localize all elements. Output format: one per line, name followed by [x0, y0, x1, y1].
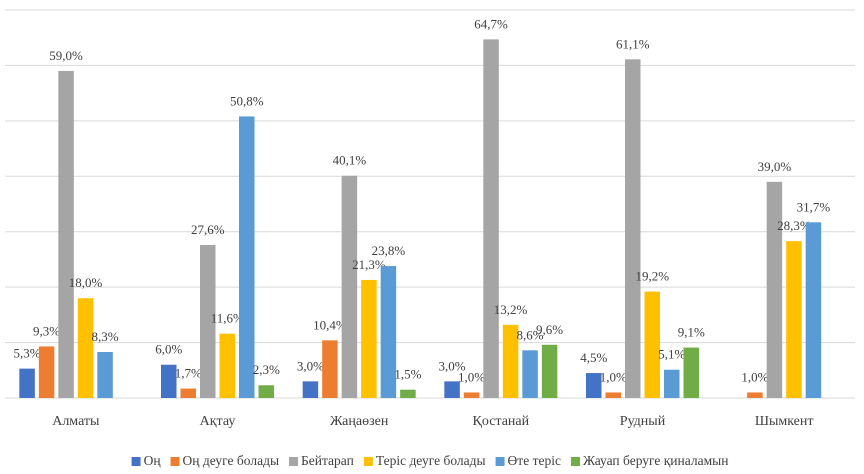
x-tick-label: Шымкент [755, 414, 814, 429]
bar [805, 222, 822, 398]
value-label: 40,1% [333, 153, 367, 168]
legend: Оң Оң деуге болады Бейтарап Теріс деуге бол… [131, 453, 728, 468]
value-label: 31,7% [797, 199, 831, 214]
bar [200, 245, 216, 398]
bar [625, 59, 641, 399]
x-tick-label: Алматы [52, 414, 100, 429]
value-label: 9,3% [33, 323, 60, 338]
bar [683, 347, 699, 398]
value-label: 4,5% [580, 350, 607, 365]
value-label: 10,4% [313, 317, 347, 332]
value-label: 39,0% [758, 159, 792, 174]
x-tick-label: Жаңаөзен [330, 414, 389, 429]
legend-swatch [363, 457, 373, 466]
value-label: 13,2% [494, 302, 528, 317]
bar [341, 175, 358, 398]
value-label: 8,3% [92, 329, 119, 344]
value-label: 5,1% [658, 347, 685, 362]
bar [38, 346, 55, 398]
value-label: 8,6% [517, 327, 544, 342]
legend-swatch [289, 457, 299, 466]
bar [541, 344, 558, 398]
value-label: 9,1% [678, 325, 705, 340]
bar [483, 39, 499, 399]
legend-swatch [131, 457, 141, 466]
bar [522, 350, 538, 398]
bar [258, 385, 274, 398]
bar [747, 392, 763, 398]
bar [361, 279, 377, 398]
value-label: 28,3% [777, 218, 811, 233]
value-label: 1,7% [175, 366, 202, 381]
value-label: 59,0% [49, 48, 83, 63]
value-label: 9,6% [536, 322, 563, 337]
legend-label: Оң деуге болады [183, 453, 279, 468]
bar [161, 364, 177, 398]
value-label: 50,8% [230, 93, 264, 108]
bar [664, 369, 680, 398]
value-label: 3,0% [439, 358, 466, 373]
bar [380, 266, 397, 398]
value-label: 1,0% [600, 369, 627, 384]
legend-label: Өте теріс [508, 453, 561, 468]
value-label: 27,6% [191, 222, 225, 237]
value-label: 3,0% [297, 358, 324, 373]
value-label: 19,2% [635, 269, 669, 284]
bar [502, 324, 519, 398]
value-label: 2,3% [253, 362, 280, 377]
value-label: 6,0% [155, 342, 182, 357]
legend-label: Теріс деуге болады [376, 453, 486, 468]
value-label: 18,0% [69, 275, 103, 290]
value-label: 64,7% [474, 16, 508, 31]
x-tick-label: Ақтау [200, 414, 236, 429]
bar [766, 181, 783, 398]
value-label: 1,5% [394, 367, 421, 382]
bar [219, 333, 235, 398]
bar [302, 381, 319, 398]
bar [463, 392, 480, 398]
x-tick-label: Қостанай [473, 414, 530, 429]
bar [322, 340, 338, 398]
legend-label: Бейтарап [301, 453, 354, 468]
value-label: 61,1% [616, 36, 650, 51]
value-label: 23,8% [372, 243, 406, 258]
legend-swatch [570, 457, 580, 466]
bar [644, 291, 660, 398]
bar [400, 389, 416, 398]
value-label: 21,3% [352, 257, 386, 272]
bar [97, 351, 113, 398]
bar [19, 368, 35, 398]
legend-swatch [170, 457, 180, 466]
bar [786, 241, 802, 398]
bar [77, 298, 94, 398]
value-label: 1,0% [741, 369, 768, 384]
legend-swatch [495, 457, 505, 466]
x-tick-label: Рудный [620, 414, 666, 429]
value-label: 1,0% [458, 369, 485, 384]
bar [58, 70, 74, 398]
bar [180, 388, 196, 398]
bar [444, 381, 460, 398]
value-label: 5,3% [14, 346, 41, 361]
legend-label: Жауап беруге қиналамын [583, 453, 728, 468]
bar [605, 392, 621, 398]
bar [239, 116, 255, 399]
legend-label: Оң [144, 453, 162, 468]
bar [586, 373, 602, 398]
value-label: 11,6% [211, 311, 244, 326]
